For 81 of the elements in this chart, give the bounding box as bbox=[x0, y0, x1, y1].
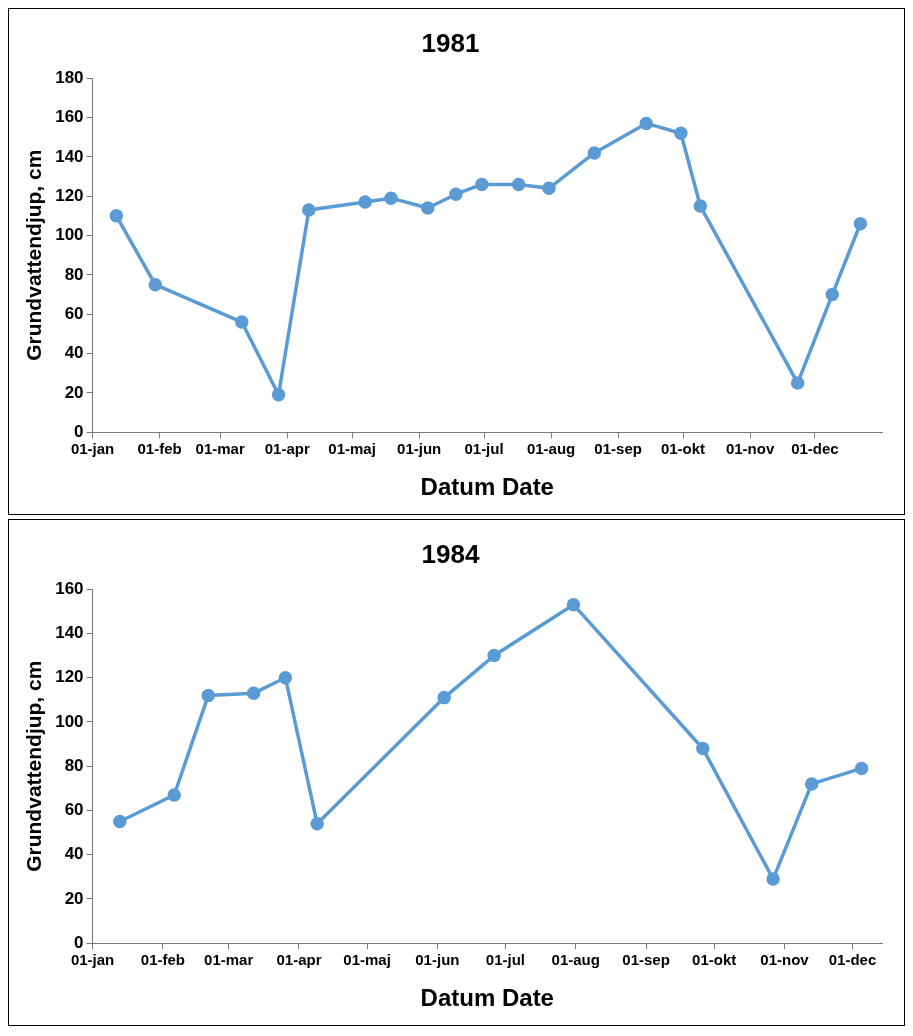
point bbox=[201, 688, 216, 703]
x-axis-title: Datum Date bbox=[420, 984, 554, 1012]
point bbox=[825, 287, 840, 302]
y-tick-label: 0 bbox=[74, 932, 84, 952]
point bbox=[587, 146, 602, 160]
x-tick-label: 01-maj bbox=[343, 951, 391, 969]
x-tick-label: 01-nov bbox=[725, 440, 775, 458]
point bbox=[853, 216, 868, 231]
y-tick-label: 160 bbox=[55, 107, 84, 127]
x-tick-label: 01-aug bbox=[526, 440, 576, 458]
point bbox=[421, 201, 435, 215]
point bbox=[384, 191, 398, 205]
x-tick-label: 01-jul bbox=[464, 440, 504, 458]
x-tick-label: 01-apr bbox=[264, 440, 310, 458]
y-tick-label: 40 bbox=[64, 844, 84, 864]
x-tick-label: 01-feb bbox=[140, 951, 185, 969]
x-tick-label: 01-dec bbox=[828, 951, 877, 969]
point bbox=[148, 277, 163, 292]
y-tick-label: 60 bbox=[64, 303, 84, 323]
x-axis-title: Datum Date bbox=[420, 473, 554, 501]
x-tick-label: 01-mar bbox=[204, 951, 254, 969]
point bbox=[302, 203, 316, 217]
point bbox=[235, 315, 249, 329]
y-tick-label: 120 bbox=[55, 667, 84, 687]
point bbox=[790, 376, 805, 390]
point bbox=[639, 116, 653, 131]
y-tick-label: 100 bbox=[55, 711, 84, 731]
point bbox=[437, 690, 451, 705]
point bbox=[674, 126, 688, 141]
y-tick-label: 120 bbox=[55, 185, 84, 205]
point bbox=[804, 777, 819, 791]
chart-title: 1984 bbox=[421, 538, 480, 569]
y-axis-title: Grundvattendjup, cm bbox=[22, 149, 46, 361]
y-tick-label: 100 bbox=[55, 225, 84, 245]
point bbox=[475, 177, 489, 192]
point bbox=[109, 209, 124, 223]
point bbox=[167, 788, 181, 802]
point bbox=[766, 872, 780, 886]
chart-title: 1981 bbox=[421, 27, 480, 58]
y-tick-label: 0 bbox=[74, 421, 84, 441]
point bbox=[449, 187, 463, 201]
point bbox=[542, 181, 556, 196]
x-tick-label: 01-jul bbox=[485, 951, 526, 969]
y-tick-label: 80 bbox=[64, 264, 84, 284]
y-tick-label: 20 bbox=[64, 382, 84, 402]
x-tick-label: 01-sep bbox=[622, 951, 670, 969]
y-tick-label: 20 bbox=[64, 888, 84, 908]
point bbox=[278, 670, 293, 685]
x-tick-label: 01-aug bbox=[551, 951, 600, 969]
point bbox=[854, 761, 869, 776]
point bbox=[246, 686, 261, 700]
y-axis-title: Grundvattendjup, cm bbox=[22, 660, 46, 872]
x-tick-label: 01-feb bbox=[137, 440, 182, 458]
y-tick-label: 180 bbox=[55, 67, 84, 87]
x-tick-label: 01-dec bbox=[791, 440, 839, 458]
point bbox=[511, 177, 526, 192]
x-tick-label: 01-jan bbox=[70, 440, 115, 458]
y-tick-label: 40 bbox=[64, 343, 84, 363]
y-tick-label: 60 bbox=[64, 800, 84, 820]
x-tick-label: 01-jan bbox=[70, 951, 115, 969]
y-tick-label: 160 bbox=[55, 578, 84, 598]
x-tick-label: 01-nov bbox=[760, 951, 810, 969]
y-tick-label: 80 bbox=[64, 755, 84, 775]
point bbox=[487, 648, 501, 663]
point bbox=[271, 388, 286, 402]
x-tick-label: 01-jun bbox=[397, 440, 442, 458]
y-tick-label: 140 bbox=[55, 146, 84, 166]
x-tick-label: 01-mar bbox=[195, 440, 245, 458]
point bbox=[693, 199, 708, 213]
x-tick-label: 01-maj bbox=[328, 440, 376, 458]
point bbox=[696, 741, 710, 756]
x-tick-label: 01-apr bbox=[276, 951, 322, 969]
point bbox=[358, 195, 372, 209]
x-tick-label: 01-okt bbox=[660, 440, 706, 458]
point bbox=[113, 814, 127, 829]
x-tick-label: 01-jun bbox=[415, 951, 460, 969]
x-tick-label: 01-sep bbox=[594, 440, 642, 458]
point bbox=[566, 597, 581, 612]
x-tick-label: 01-okt bbox=[692, 951, 737, 969]
y-tick-label: 140 bbox=[55, 623, 84, 643]
point bbox=[310, 816, 324, 831]
